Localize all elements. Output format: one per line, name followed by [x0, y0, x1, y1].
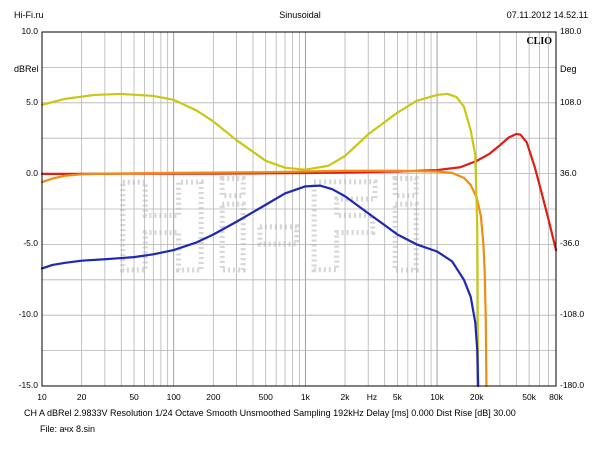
file-name: File: ачх 8.sin	[40, 424, 96, 434]
y-tick-label-left: -10.0	[18, 309, 38, 320]
x-tick-label: 2k	[340, 392, 350, 402]
x-tick-label: 200	[206, 392, 221, 402]
x-tick-label: 50	[129, 392, 139, 402]
y-tick-label-right: -108.0	[560, 309, 585, 320]
x-tick-label: 80k	[549, 392, 563, 402]
y-tick-label-left: -5.0	[23, 238, 38, 249]
clio-badge: CLIO	[526, 36, 552, 47]
y-tick-label-left: 5.0	[26, 96, 38, 107]
header-measurement-type: Sinusoidal	[279, 10, 321, 20]
x-tick-label: 500	[258, 392, 273, 402]
x-tick-label: 10k	[430, 392, 444, 402]
x-tick-label: 100	[166, 392, 181, 402]
y-tick-label-left: -15.0	[18, 380, 38, 390]
x-tick-label: 1k	[300, 392, 310, 402]
y-tick-label-right: 36.0	[560, 167, 577, 178]
y-axis-label-left: dBRel	[14, 64, 39, 74]
y-tick-label-left: 10.0	[21, 26, 38, 36]
y-tick-label-left: 0.0	[26, 167, 38, 178]
series-line-2	[40, 169, 488, 388]
series-layer	[40, 92, 558, 388]
x-tick-label: 20k	[469, 392, 484, 402]
y-tick-label-right: 180.0	[560, 26, 582, 36]
watermark-text: Hi-Fi	[112, 160, 426, 299]
x-tick-label: 5k	[392, 392, 402, 402]
plot-frame	[41, 31, 557, 387]
watermark: Hi-Fi	[109, 158, 428, 302]
y-tick-label-right: -36.0	[560, 238, 580, 249]
series-line-3	[40, 92, 480, 388]
y-tick-label-right: -180.0	[560, 380, 585, 390]
y-tick-label-right: 108.0	[560, 96, 582, 107]
x-tick-label: 20	[76, 392, 87, 402]
x-tick-label: 10	[37, 392, 47, 402]
series-line-4	[40, 184, 480, 388]
x-axis-unit: Hz	[366, 392, 378, 402]
header-timestamp: 07.11.2012 14.52.11	[506, 10, 588, 20]
x-tick-label: 50k	[522, 392, 536, 402]
measurement-settings: CH A dBRel 2.9833V Resolution 1/24 Octav…	[24, 408, 516, 418]
grid	[42, 32, 556, 386]
header-site: Hi-Fi.ru	[14, 10, 44, 20]
y-axis-label-right: Deg	[560, 64, 577, 74]
